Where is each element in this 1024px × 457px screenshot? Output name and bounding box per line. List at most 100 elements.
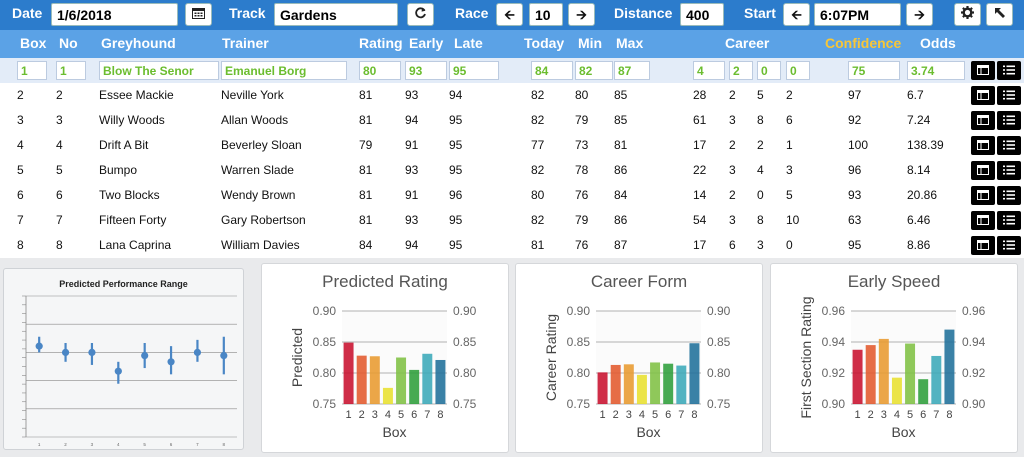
col-no[interactable]: No — [59, 35, 78, 51]
cell-c3[interactable]: 0 — [757, 61, 781, 80]
row-grid-button[interactable] — [971, 61, 995, 80]
bar[interactable] — [422, 353, 433, 404]
col-late[interactable]: Late — [454, 35, 483, 51]
settings-button[interactable] — [954, 3, 981, 26]
bar[interactable] — [944, 329, 955, 404]
bar[interactable] — [356, 355, 367, 404]
bar[interactable] — [663, 363, 674, 404]
cell-early[interactable]: 93 — [405, 61, 447, 80]
table-row[interactable]: 1 1 Blow The Senor Emanuel Borg 80 93 95 84 82 87… — [0, 58, 1024, 83]
row-grid-button[interactable] — [971, 111, 995, 130]
row-list-button[interactable] — [997, 161, 1021, 180]
range-point[interactable] — [35, 342, 43, 350]
col-odds[interactable]: Odds — [920, 35, 956, 51]
cell-max[interactable]: 87 — [614, 61, 650, 80]
range-point[interactable] — [167, 358, 175, 366]
range-point[interactable] — [61, 348, 70, 356]
date-field[interactable]: 1/6/2018 — [51, 3, 178, 26]
cell-c2[interactable]: 2 — [729, 61, 753, 80]
range-point[interactable] — [114, 367, 122, 375]
bar[interactable] — [382, 387, 393, 404]
table-row[interactable]: 2 2 Essee Mackie Neville York 81 93 94 82 80 85 28… — [0, 83, 1024, 108]
cell-today[interactable]: 84 — [531, 61, 573, 80]
col-box[interactable]: Box — [20, 35, 47, 51]
cell-greyhound[interactable]: Blow The Senor — [99, 61, 219, 80]
bar[interactable] — [636, 374, 647, 404]
start-field[interactable]: 6:07PM — [814, 3, 901, 26]
bar[interactable] — [650, 362, 661, 404]
row-list-button[interactable] — [997, 86, 1021, 105]
range-point[interactable] — [193, 348, 202, 356]
cell-late[interactable]: 95 — [449, 61, 499, 80]
table-row[interactable]: 6 6 Two Blocks Wendy Brown 81 91 96 80 76 84 14 2 0 5… — [0, 183, 1024, 208]
col-min[interactable]: Min — [578, 35, 603, 51]
bar[interactable] — [610, 364, 621, 404]
start-next-button[interactable]: 🡪 — [906, 3, 933, 26]
race-next-button[interactable]: 🡪 — [568, 3, 595, 26]
row-grid-button[interactable] — [971, 136, 995, 155]
y-tick-label-right: 0.85 — [707, 335, 731, 349]
track-field[interactable]: Gardens — [274, 3, 398, 26]
row-grid-button[interactable] — [971, 186, 995, 205]
col-rating[interactable]: Rating — [359, 35, 403, 51]
race-field[interactable]: 10 — [529, 3, 563, 26]
table-row[interactable]: 4 4 Drift A Bit Beverley Sloan 79 91 95 77 73 81 1… — [0, 133, 1024, 158]
bar[interactable] — [865, 345, 876, 404]
table-row[interactable]: 5 5 Bumpo Warren Slade 81 93 95 82 78 86 22 3 4 3 96 8.… — [0, 158, 1024, 183]
col-today[interactable]: Today — [524, 35, 565, 51]
bar[interactable] — [852, 349, 863, 404]
col-greyhound[interactable]: Greyhound — [101, 35, 176, 51]
row-list-button[interactable] — [997, 211, 1021, 230]
row-list-button[interactable] — [997, 61, 1021, 80]
bar[interactable] — [343, 342, 354, 404]
row-list-button[interactable] — [997, 236, 1021, 255]
row-grid-button[interactable] — [971, 161, 995, 180]
col-confidence[interactable]: Confidence — [825, 35, 902, 51]
cell-trainer[interactable]: Emanuel Borg — [221, 61, 347, 80]
cell-c4[interactable]: 0 — [786, 61, 810, 80]
start-prev-button[interactable]: 🡨 — [783, 3, 810, 26]
cell-confidence[interactable]: 75 — [848, 61, 900, 80]
calendar-button[interactable] — [185, 3, 212, 26]
table-row[interactable]: 8 8 Lana Caprina William Davies 84 94 95 81 76 87… — [0, 233, 1024, 258]
row-grid-button[interactable] — [971, 211, 995, 230]
range-point[interactable] — [88, 348, 96, 356]
range-point[interactable] — [220, 351, 228, 360]
bar[interactable] — [623, 364, 634, 404]
bar[interactable] — [435, 359, 446, 404]
cell-greyhound: Lana Caprina — [99, 238, 172, 252]
bar[interactable] — [931, 355, 942, 404]
bar[interactable] — [878, 338, 889, 404]
col-max[interactable]: Max — [616, 35, 644, 51]
col-early[interactable]: Early — [409, 35, 444, 51]
range-point[interactable] — [141, 351, 149, 360]
cell-c1[interactable]: 4 — [693, 61, 725, 80]
bar[interactable] — [396, 357, 407, 405]
row-list-button[interactable] — [997, 186, 1021, 205]
bar[interactable] — [676, 365, 687, 404]
table-row[interactable]: 3 3 Willy Woods Allan Woods 81 94 95 82 79 85 61 3 8… — [0, 108, 1024, 133]
cell-box[interactable]: 1 — [17, 61, 47, 80]
row-list-button[interactable] — [997, 136, 1021, 155]
cell-odds[interactable]: 3.74 — [907, 61, 965, 80]
col-trainer[interactable]: Trainer — [222, 35, 269, 51]
bar[interactable] — [409, 369, 420, 404]
bar[interactable] — [597, 372, 608, 404]
row-grid-button[interactable] — [971, 86, 995, 105]
bar[interactable] — [905, 343, 916, 404]
row-grid-button[interactable] — [971, 236, 995, 255]
bar[interactable] — [369, 356, 380, 404]
cell-no[interactable]: 1 — [56, 61, 86, 80]
bar[interactable] — [918, 379, 929, 404]
bar[interactable] — [689, 343, 700, 404]
row-list-button[interactable] — [997, 111, 1021, 130]
distance-field[interactable]: 400 — [680, 3, 724, 26]
race-prev-button[interactable]: 🡨 — [496, 3, 523, 26]
cell-rating[interactable]: 80 — [359, 61, 401, 80]
col-career[interactable]: Career — [725, 35, 770, 51]
table-row[interactable]: 7 7 Fifteen Forty Gary Robertson 81 93 95 82 79 8… — [0, 208, 1024, 233]
back-button[interactable] — [986, 3, 1013, 26]
refresh-button[interactable] — [407, 3, 434, 26]
bar[interactable] — [891, 377, 902, 404]
cell-min[interactable]: 82 — [575, 61, 613, 80]
